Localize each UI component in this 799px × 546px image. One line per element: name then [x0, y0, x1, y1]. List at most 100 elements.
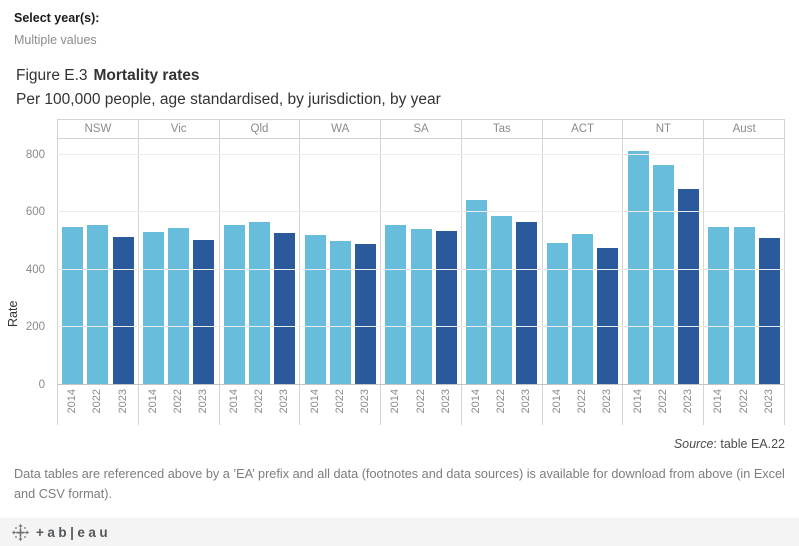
footer-bar: +ab|eau	[0, 518, 799, 546]
x-label-cell: 2022	[87, 389, 108, 413]
pane-plot	[300, 139, 380, 385]
x-label-row: 2014 2022 2023	[220, 385, 300, 425]
x-tick-label: 2023	[358, 389, 371, 414]
bar-group	[220, 139, 300, 385]
bar-2014-act[interactable]	[546, 243, 568, 385]
bar-group	[300, 139, 380, 385]
x-tick-label: 2014	[712, 389, 725, 414]
pane-plot	[139, 139, 219, 385]
x-label-cell: 2022	[411, 389, 432, 413]
bar-2023-qld[interactable]	[274, 233, 296, 385]
bar-2014-nsw[interactable]	[62, 226, 84, 385]
bar-group	[623, 139, 703, 385]
bar-2022-vic[interactable]	[168, 227, 190, 385]
bar-2014-aust[interactable]	[708, 227, 730, 385]
source-text: : table EA.22	[713, 437, 785, 451]
pane-header-qld: Qld	[219, 119, 300, 139]
x-tick-label: 2014	[227, 389, 240, 414]
bar-2023-aust[interactable]	[758, 237, 780, 385]
x-label-row: 2014 2022 2023	[58, 385, 138, 425]
source-label: Source	[673, 437, 714, 451]
bar-group	[58, 139, 138, 385]
x-tick-label: 2014	[389, 389, 402, 414]
x-label-cell: 2023	[113, 389, 134, 413]
x-tick-label: 2022	[656, 389, 669, 414]
panes: NSW 2014 2022 2023 Vic 2014 2022 2023 Qld 2014 202…	[57, 119, 786, 425]
x-tick-label: 2014	[470, 389, 483, 414]
x-label-row: 2014 2022 2023	[381, 385, 461, 425]
pane-aust: Aust 2014 2022 2023	[703, 119, 786, 425]
footnote: Data tables are referenced above by a ’E…	[14, 467, 785, 501]
bar-2023-vic[interactable]	[193, 239, 215, 385]
y-tick-label: 200	[25, 321, 45, 334]
x-label-cell: 2014	[143, 389, 164, 413]
tableau-logo[interactable]: +ab|eau	[12, 523, 112, 541]
x-label-cell: 2014	[305, 389, 326, 413]
bar-2022-tas[interactable]	[491, 215, 513, 385]
figure-number: Figure E.3	[16, 67, 88, 84]
bar-2022-nsw[interactable]	[87, 224, 109, 385]
x-tick-label: 2022	[252, 389, 265, 414]
bar-2014-vic[interactable]	[142, 231, 164, 385]
bar-2022-act[interactable]	[572, 234, 594, 385]
x-label-cell: 2023	[597, 389, 618, 413]
bar-2023-sa[interactable]	[435, 230, 457, 385]
y-axis: 0 200 400 600 800	[0, 139, 51, 391]
x-tick-label: 2014	[631, 389, 644, 414]
pane-plot	[704, 139, 784, 385]
x-label-cell: 2014	[708, 389, 729, 413]
bar-2014-sa[interactable]	[385, 225, 407, 385]
pane-wa: WA 2014 2022 2023	[299, 119, 381, 425]
bar-2023-tas[interactable]	[516, 221, 538, 385]
x-label-cell: 2022	[653, 389, 674, 413]
tableau-wordmark: +ab|eau	[36, 524, 112, 540]
pane-sa: SA 2014 2022 2023	[380, 119, 461, 425]
x-label-row: 2014 2022 2023	[543, 385, 623, 425]
x-tick-label: 2014	[308, 389, 321, 414]
pane-plot	[462, 139, 542, 385]
x-tick-label: 2023	[116, 389, 129, 414]
year-filter-dropdown[interactable]: Multiple values	[14, 33, 97, 47]
pane-plot	[58, 139, 138, 385]
bar-2014-wa[interactable]	[304, 235, 326, 385]
pane-header-wa: WA	[300, 119, 381, 139]
bar-2023-act[interactable]	[597, 247, 619, 385]
bar-2023-nt[interactable]	[678, 189, 700, 385]
bar-group	[462, 139, 542, 385]
bar-2022-nt[interactable]	[652, 165, 674, 385]
y-tick-label: 0	[38, 379, 45, 391]
x-label-cell: 2014	[628, 389, 649, 413]
bar-2022-qld[interactable]	[248, 221, 270, 385]
bar-2022-sa[interactable]	[410, 229, 432, 385]
pane-header-nt: NT	[623, 119, 704, 139]
x-label-cell: 2014	[62, 389, 83, 413]
bar-2022-aust[interactable]	[733, 227, 755, 385]
x-label-cell: 2022	[491, 389, 512, 413]
x-tick-label: 2022	[172, 389, 185, 414]
year-filter-label: Select year(s):	[14, 11, 100, 25]
x-tick-label: 2014	[146, 389, 159, 414]
y-tick-label: 600	[25, 206, 45, 219]
x-tick-label: 2022	[495, 389, 508, 414]
pane-plot	[381, 139, 461, 385]
x-label-cell: 2022	[168, 389, 189, 413]
x-tick-label: 2023	[197, 389, 210, 414]
bar-group	[543, 139, 623, 385]
bar-2022-wa[interactable]	[329, 241, 351, 385]
chart-title: Figure E.3 Mortality rates	[16, 67, 441, 85]
pane-plot	[623, 139, 703, 385]
pane-plot	[220, 139, 300, 385]
y-tick-label: 400	[25, 263, 45, 276]
x-label-cell: 2014	[466, 389, 487, 413]
pane-tas: Tas 2014 2022 2023	[460, 119, 542, 425]
bar-2014-nt[interactable]	[627, 151, 649, 385]
pane-header-nsw: NSW	[58, 119, 138, 139]
bar-2023-nsw[interactable]	[112, 236, 134, 385]
x-tick-label: 2023	[520, 389, 533, 414]
bar-2014-qld[interactable]	[223, 225, 245, 385]
x-label-cell: 2023	[759, 389, 780, 413]
bar-2023-wa[interactable]	[354, 244, 376, 385]
bar-2014-tas[interactable]	[466, 200, 488, 385]
x-label-row: 2014 2022 2023	[300, 385, 380, 425]
x-label-cell: 2023	[436, 389, 457, 413]
